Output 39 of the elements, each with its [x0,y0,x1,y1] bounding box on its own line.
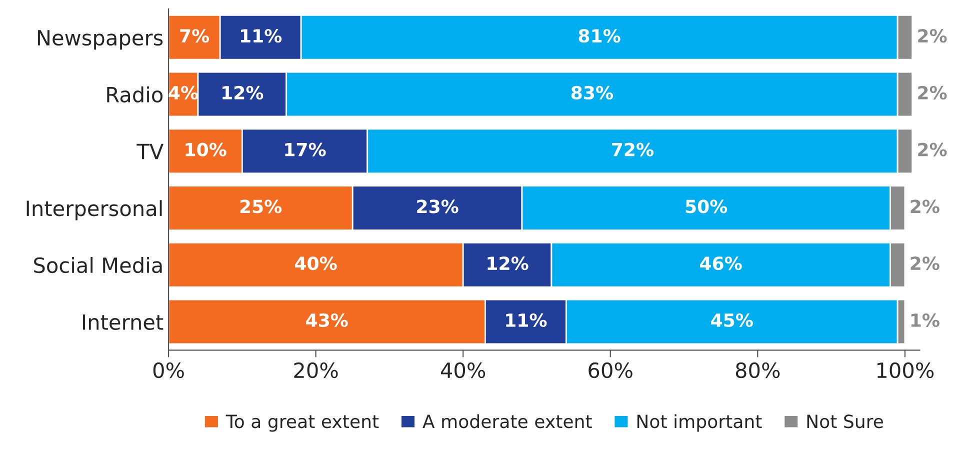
y-tick-label: Radio [107,86,163,102]
y-tick-label: Interpersonal [26,200,162,220]
x-tick-label: 20% [294,362,338,378]
data-label: 11% [241,29,282,43]
legend-label: A moderate extent [422,414,592,428]
data-label: 43% [306,313,348,328]
data-label: 83% [571,86,613,100]
x-tick-label: 100% [877,362,934,378]
legend-label: Not Sure [807,414,884,428]
y-tick-label: Internet [82,314,164,330]
x-tick-label: 40% [440,362,486,378]
data-label: 2% [910,256,940,270]
data-label: 40% [295,256,337,270]
data-label: 10% [186,142,226,156]
data-label: 2% [910,200,940,214]
data-label: 1% [911,313,940,328]
x-tick-label: 80% [736,362,780,378]
data-label: 45% [711,313,753,328]
data-label: 50% [686,200,728,214]
data-label: 25% [240,200,282,214]
x-tick-label: 0% [153,362,184,378]
legend-label: To a great extent [226,414,379,432]
data-label: 2% [918,29,947,43]
data-label: 2% [918,142,947,156]
legend-label: Not important [637,414,762,432]
data-label: 7% [180,29,210,43]
data-label: 46% [700,256,742,270]
data-label: 72% [612,142,654,156]
data-label: 23% [417,200,458,214]
data-label: 2% [918,86,947,100]
data-label: 17% [285,142,326,156]
y-tick-label: Newspapers [38,30,163,50]
y-tick-label: TV [136,144,164,160]
data-label: 12% [222,86,264,100]
y-tick-label: Social Media [34,256,162,274]
data-label: 12% [488,256,528,270]
data-label: 81% [578,29,620,43]
x-tick-label: 60% [588,362,632,378]
data-label: 11% [506,313,547,328]
